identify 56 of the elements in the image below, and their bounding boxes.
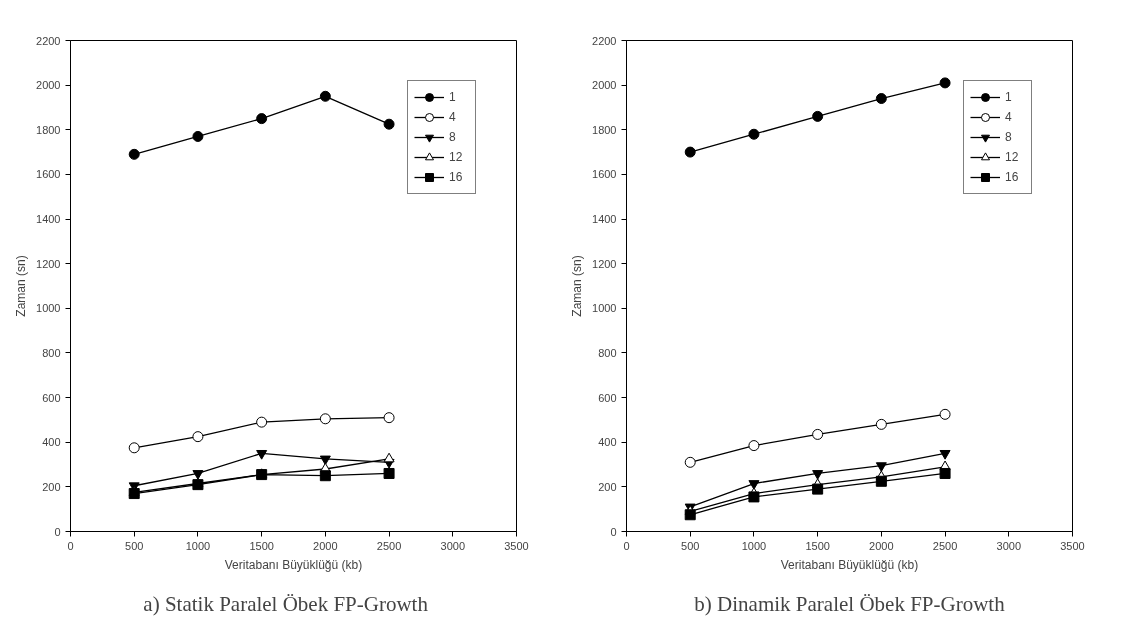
legend-label: 1 bbox=[449, 89, 457, 105]
y-tick-label: 800 bbox=[598, 346, 617, 359]
y-tick-label: 2200 bbox=[592, 34, 617, 47]
y-axis-title: Zaman (sn) bbox=[570, 255, 585, 317]
x-tick-label: 2500 bbox=[376, 539, 402, 552]
legend-label: 16 bbox=[449, 169, 464, 185]
legend-label: 12 bbox=[1005, 149, 1020, 165]
y-tick-label: 1600 bbox=[592, 168, 617, 181]
x-tick-label: 3500 bbox=[1060, 539, 1085, 552]
y-tick-label: 2000 bbox=[36, 79, 61, 92]
legend-label: 12 bbox=[449, 149, 464, 165]
y-tick-label: 400 bbox=[598, 436, 617, 449]
x-tick-label: 2500 bbox=[932, 539, 958, 552]
x-axis-title: Veritabanı Büyüklüğü (kb) bbox=[780, 557, 919, 572]
x-tick-label: 3000 bbox=[440, 539, 466, 552]
x-tick-label: 500 bbox=[681, 539, 700, 552]
y-tick-label: 1600 bbox=[36, 168, 61, 181]
y-tick-label: 1800 bbox=[36, 123, 61, 136]
y-axis-title: Zaman (sn) bbox=[14, 255, 29, 317]
x-tick-label: 3000 bbox=[996, 539, 1022, 552]
legend-label: 8 bbox=[449, 129, 457, 145]
y-tick-label: 2000 bbox=[592, 79, 617, 92]
y-tick-label: 1400 bbox=[36, 213, 61, 226]
y-tick-label: 800 bbox=[42, 346, 61, 359]
x-tick-label: 1500 bbox=[249, 539, 274, 552]
y-tick-label: 400 bbox=[42, 436, 61, 449]
y-tick-label: 600 bbox=[42, 391, 61, 404]
legend-label: 8 bbox=[1005, 129, 1013, 145]
legend-label: 4 bbox=[1005, 109, 1013, 125]
x-tick-label: 1000 bbox=[185, 539, 211, 552]
y-tick-label: 1000 bbox=[36, 302, 61, 315]
y-tick-label: 0 bbox=[610, 525, 617, 538]
legend-label: 16 bbox=[1005, 169, 1020, 185]
y-tick-label: 1200 bbox=[36, 257, 61, 270]
x-tick-label: 0 bbox=[67, 539, 74, 552]
y-tick-label: 1800 bbox=[592, 123, 617, 136]
legend-label: 4 bbox=[449, 109, 457, 125]
x-tick-label: 500 bbox=[125, 539, 144, 552]
x-tick-label: 1000 bbox=[741, 539, 767, 552]
y-tick-label: 600 bbox=[598, 391, 617, 404]
x-tick-label: 2000 bbox=[313, 539, 338, 552]
x-tick-label: 2000 bbox=[869, 539, 894, 552]
x-axis-title: Veritabanı Büyüklüğü (kb) bbox=[224, 557, 363, 572]
y-tick-label: 200 bbox=[598, 480, 617, 493]
x-tick-label: 1500 bbox=[805, 539, 830, 552]
y-tick-label: 200 bbox=[42, 480, 61, 493]
y-tick-label: 1200 bbox=[592, 257, 617, 270]
y-tick-label: 1400 bbox=[592, 213, 617, 226]
x-tick-label: 0 bbox=[623, 539, 630, 552]
text: b) Dinamik Paralel Öbek FP-Growth bbox=[694, 591, 1006, 616]
y-tick-label: 2200 bbox=[36, 34, 61, 47]
y-tick-label: 0 bbox=[54, 525, 61, 538]
legend-label: 1 bbox=[1005, 89, 1013, 105]
y-tick-label: 1000 bbox=[592, 302, 617, 315]
text: a) Statik Paralel Öbek FP-Growth bbox=[143, 591, 429, 616]
x-tick-label: 3500 bbox=[504, 539, 529, 552]
